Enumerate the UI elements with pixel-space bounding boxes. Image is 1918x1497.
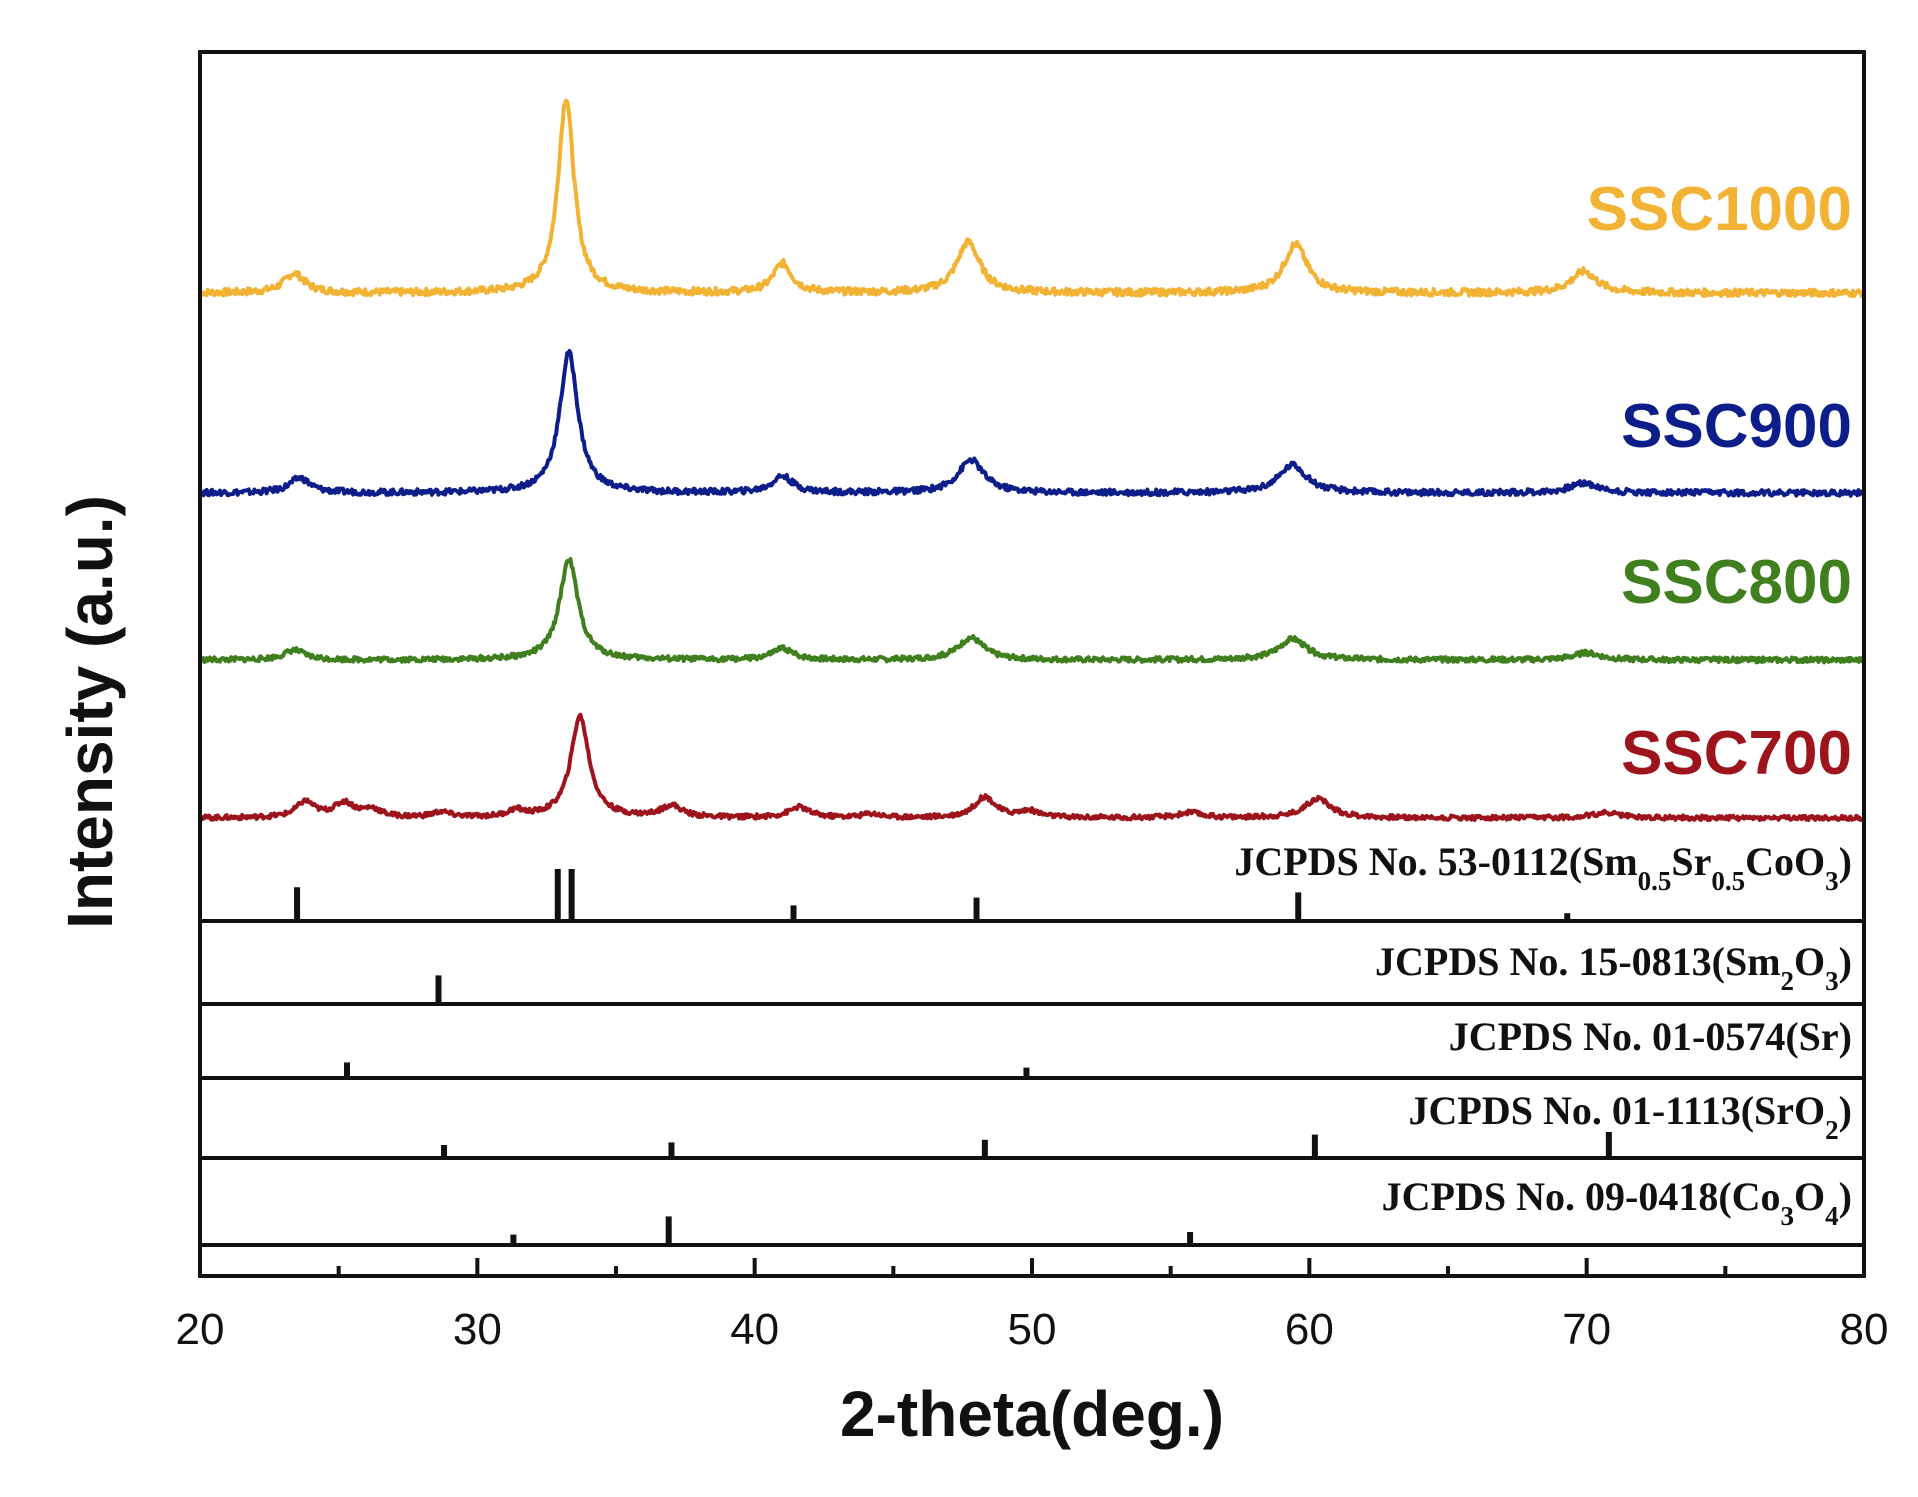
x-tick-label: 50: [1008, 1305, 1057, 1354]
x-tick-label: 80: [1840, 1305, 1889, 1354]
series-label-ssc1000: SSC1000: [1587, 175, 1852, 244]
reference-label-sm2o3: JCPDS No. 15-0813(Sm2O3): [1375, 939, 1852, 996]
reference-label-sr: JCPDS No. 01-0574(Sr): [1449, 1014, 1852, 1059]
reference-labels: JCPDS No. 53-0112(Sm0.5Sr0.5CoO3) JCPDS …: [1234, 839, 1852, 1231]
series-line-ssc900: [198, 348, 1866, 498]
reference-label-sm05sr05coo3: JCPDS No. 53-0112(Sm0.5Sr0.5CoO3): [1234, 839, 1852, 896]
x-axis-title: 2-theta(deg.): [840, 1378, 1224, 1450]
series-label-ssc800: SSC800: [1621, 548, 1852, 617]
x-tick-label: 40: [730, 1305, 779, 1354]
reference-panels: [200, 869, 1864, 1247]
series-line-ssc800: [198, 557, 1866, 665]
series-label-ssc900: SSC900: [1621, 392, 1852, 461]
reference-label-co3o4: JCPDS No. 09-0418(Co3O4): [1382, 1174, 1852, 1231]
reference-label-sro2: JCPDS No. 01-1113(SrO2): [1408, 1088, 1852, 1145]
x-tick-label: 60: [1285, 1305, 1334, 1354]
series-labels: SSC1000 SSC900 SSC800 SSC700: [1587, 175, 1852, 788]
series-line-ssc700: [199, 712, 1865, 823]
x-tick-label: 20: [176, 1305, 225, 1354]
x-axis: 20 30 40 50 60 70 80: [176, 1258, 1889, 1354]
x-tick-label: 70: [1562, 1305, 1611, 1354]
series-label-ssc700: SSC700: [1621, 719, 1852, 788]
y-axis-title: Intensity (a.u.): [54, 495, 126, 929]
x-tick-label: 30: [453, 1305, 502, 1354]
series-line-ssc1000: [199, 98, 1866, 299]
series-curves: [198, 98, 1866, 823]
